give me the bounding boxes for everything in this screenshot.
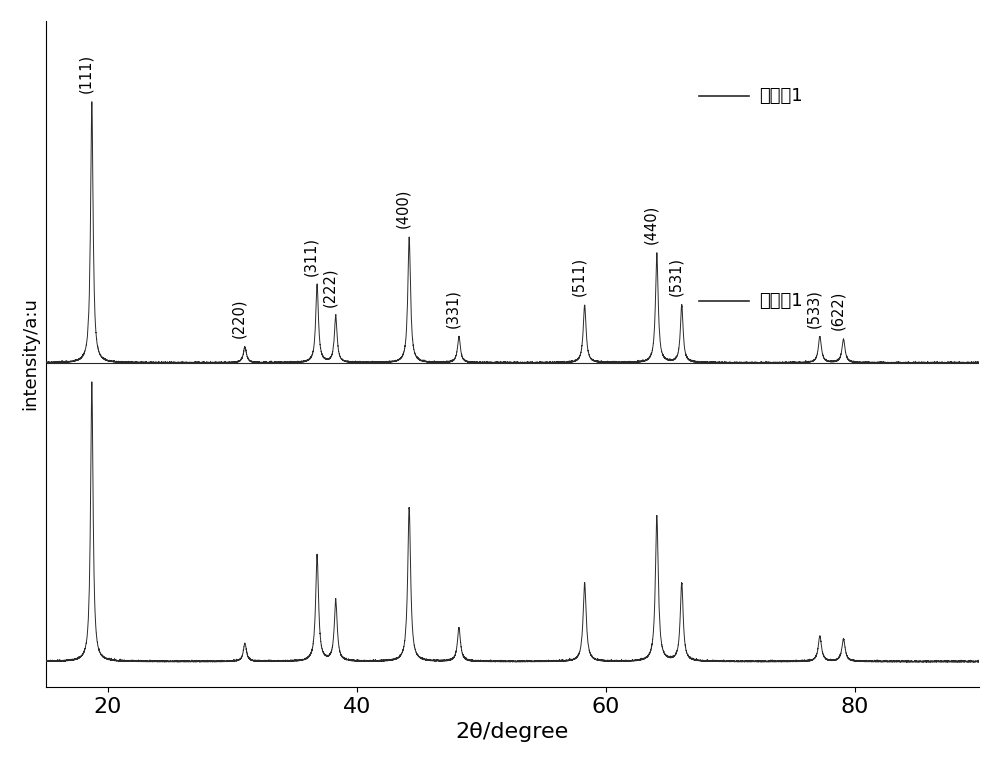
Text: (533): (533) [806, 289, 821, 328]
Text: 对比例1: 对比例1 [759, 292, 803, 310]
Text: (622): (622) [830, 291, 845, 330]
Text: (311): (311) [303, 237, 318, 275]
Text: (440): (440) [643, 205, 658, 244]
Text: (511): (511) [571, 257, 586, 296]
Text: (220): (220) [231, 298, 246, 338]
Text: (400): (400) [395, 189, 410, 228]
Text: 实施例1: 实施例1 [759, 86, 803, 105]
Text: (331): (331) [445, 289, 460, 328]
Text: (222): (222) [322, 267, 337, 307]
Text: (531): (531) [668, 257, 683, 296]
Y-axis label: intensity/a:u: intensity/a:u [21, 298, 39, 410]
X-axis label: 2θ/degree: 2θ/degree [456, 722, 569, 742]
Text: (111): (111) [78, 53, 93, 92]
